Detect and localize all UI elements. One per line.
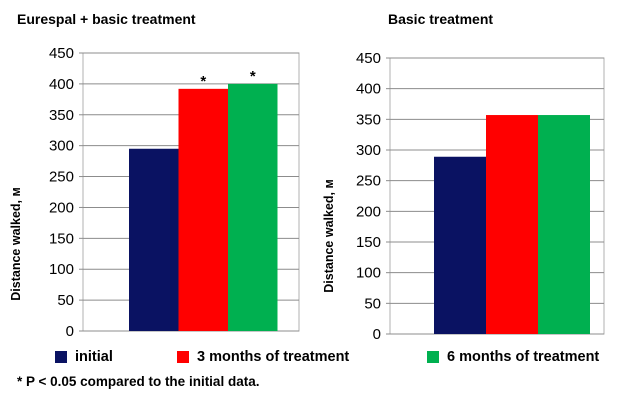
y-tick-label: 300	[49, 138, 74, 155]
bar-3-months	[178, 88, 228, 331]
legend-label-3-months: 3 months of treatment	[197, 349, 350, 365]
y-tick-label: 250	[49, 169, 74, 186]
y-tick-label: 50	[57, 292, 74, 309]
y-tick-label: 250	[356, 173, 381, 190]
y-tick-label: 100	[356, 265, 381, 282]
y-tick-label: 50	[364, 295, 381, 312]
y-tick-label: 200	[49, 199, 74, 216]
legend-label-6-months: 6 months of treatment	[447, 349, 600, 365]
y-tick-label: 0	[66, 323, 74, 340]
y-tick-label: 450	[49, 45, 74, 62]
significance-marker: *	[200, 73, 206, 90]
chart-1-title: Eurespal + basic treatment	[17, 11, 196, 27]
y-tick-label: 200	[356, 203, 381, 220]
legend-swatch-3-months	[177, 351, 189, 363]
y-tick-label: 350	[356, 111, 381, 128]
bar-initial	[129, 148, 179, 331]
bar-initial	[434, 156, 486, 334]
legend-item-initial: initial	[55, 349, 113, 365]
y-tick-label: 150	[356, 234, 381, 251]
y-tick-label: 400	[49, 76, 74, 93]
chart-2-plot: 0 50 100 150 200 250 300 350 400 450 Distance walk…	[322, 50, 605, 343]
legend-label-initial: initial	[75, 349, 113, 365]
bar-6-months	[538, 115, 590, 334]
chart-1-plot: 0 50 100 150 200 250 300 350 400 450 Distance walk…	[9, 45, 300, 340]
y-axis-label: Distance walked, м	[9, 187, 23, 300]
bar-6-months	[228, 83, 278, 331]
y-tick-label: 350	[49, 107, 74, 124]
y-tick-label: 150	[49, 230, 74, 247]
y-tick-label: 300	[356, 142, 381, 159]
bar-3-months	[486, 115, 538, 334]
footnote: * P < 0.05 compared to the initial data.	[17, 374, 260, 389]
y-tick-label: 0	[373, 326, 381, 343]
legend-swatch-6-months	[427, 351, 439, 363]
chart-2-title: Basic treatment	[388, 11, 494, 27]
y-axis-label: Distance walked, м	[322, 179, 336, 292]
legend-item-3-months: 3 months of treatment	[177, 349, 349, 365]
legend-item-6-months: 6 months of treatment	[427, 349, 599, 365]
y-tick-label: 400	[356, 81, 381, 98]
y-tick-label: 100	[49, 261, 74, 278]
significance-marker: *	[250, 68, 256, 85]
legend-swatch-initial	[55, 351, 67, 363]
y-tick-label: 450	[356, 50, 381, 67]
